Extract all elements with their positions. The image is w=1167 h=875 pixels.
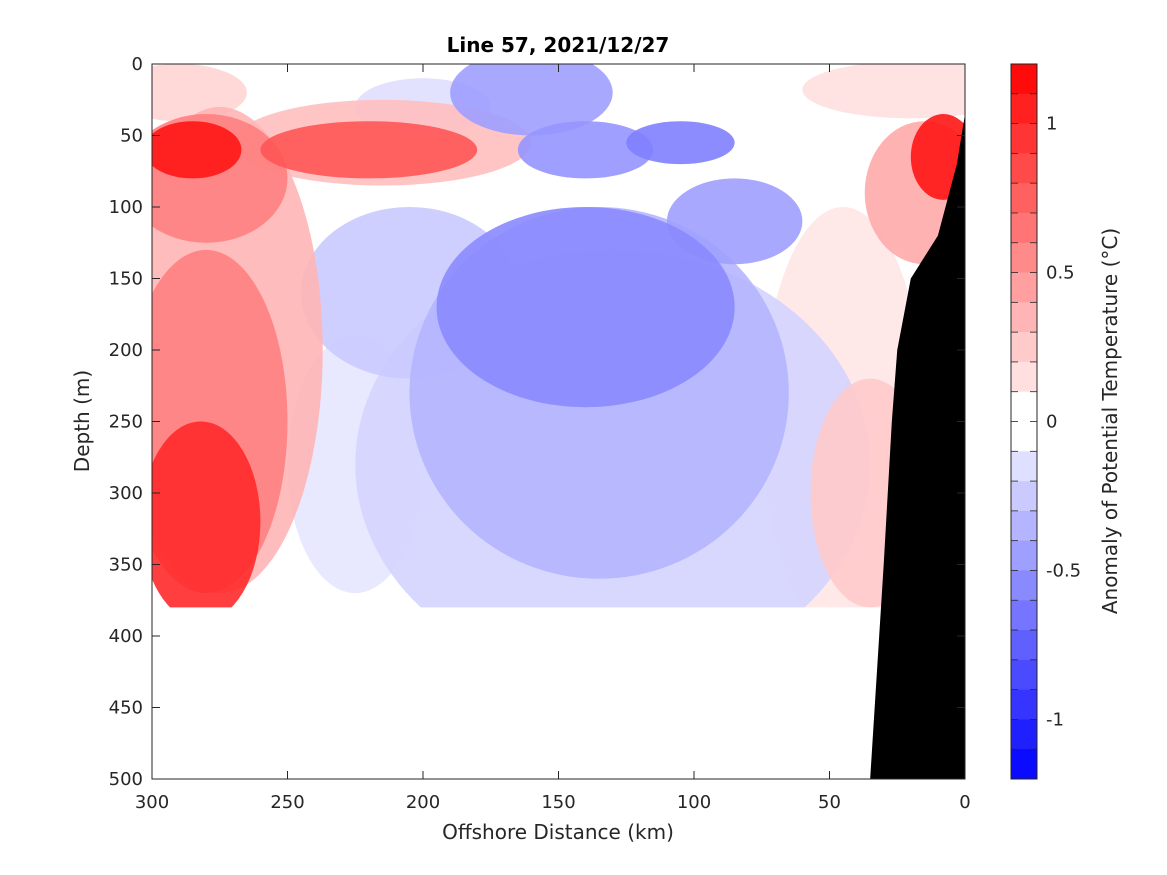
anomaly-blob-3 (802, 64, 965, 119)
colorbar-band-5 (1011, 212, 1037, 244)
colorbar-band-20 (1011, 659, 1037, 691)
colorbar-band-23 (1011, 749, 1037, 780)
colorbar-label: Anomaly of Potential Temperature (°C) (1098, 228, 1122, 614)
colorbar-band-13 (1011, 451, 1037, 482)
anomaly-blob-19 (626, 121, 735, 165)
no-data-region (152, 607, 965, 779)
y-axis: 0 50 100 150 200 250 300 350 400 450 500 (109, 54, 965, 790)
colorbar-band-2 (1011, 123, 1037, 154)
colorbar-band-8 (1011, 302, 1037, 333)
x-tick-label-4: 100 (677, 792, 711, 813)
colorbar-tick-label-1: 0.5 (1046, 263, 1075, 284)
y-tick-label-7: 350 (109, 555, 143, 576)
x-axis: 300 250 200 150 100 50 0 (135, 64, 971, 813)
colorbar-band-9 (1011, 332, 1037, 363)
colorbar-band-17 (1011, 570, 1037, 601)
y-tick-label-8: 400 (109, 626, 143, 647)
x-tick-label-3: 150 (541, 792, 575, 813)
anomaly-blob-23 (910, 114, 965, 200)
y-tick-label-2: 100 (109, 197, 143, 218)
y-tick-label-6: 300 (109, 483, 143, 504)
y-tick-label-9: 450 (109, 698, 143, 719)
colorbar-tick-label-0: 1 (1046, 114, 1057, 135)
chart-title: Line 57, 2021/12/27 (447, 33, 670, 57)
colorbar-frame (1010, 63, 1038, 780)
colorbar-tick-label-3: -0.5 (1046, 560, 1081, 581)
colorbar-band-16 (1011, 540, 1037, 571)
colorbar-band-18 (1011, 600, 1037, 631)
colorbar-band-12 (1011, 421, 1037, 452)
anomaly-blob-13 (450, 64, 613, 136)
colorbar-band-15 (1011, 510, 1037, 542)
x-tick-label-1: 250 (270, 792, 304, 813)
colorbar-band-6 (1011, 242, 1037, 274)
anomaly-blob-21 (152, 421, 261, 622)
anomaly-blob-22 (152, 121, 242, 179)
y-tick-label-4: 200 (109, 340, 143, 361)
colorbar-band-7 (1011, 272, 1037, 303)
colorbar-band-1 (1011, 93, 1037, 125)
y-tick-label-1: 50 (120, 126, 143, 147)
x-tick-label-6: 0 (959, 792, 970, 813)
x-tick-label-0: 300 (135, 792, 169, 813)
anomaly-blob-20 (260, 121, 478, 179)
x-tick-label-5: 50 (818, 792, 841, 813)
colorbar-band-22 (1011, 719, 1037, 750)
colorbar-band-21 (1011, 689, 1037, 720)
anomaly-blob-14 (666, 178, 803, 265)
colorbar-band-11 (1011, 391, 1037, 422)
y-tick-label-10: 500 (109, 769, 143, 790)
y-tick-label-5: 250 (109, 412, 143, 433)
anomaly-blob-15 (517, 121, 654, 179)
bathymetry-shape (870, 114, 965, 779)
colorbar-tick-label-4: -1 (1046, 709, 1064, 730)
colorbar: 1 0.5 0 -0.5 -1 (1010, 63, 1081, 780)
colorbar-band-10 (1011, 361, 1037, 393)
x-tick-label-2: 200 (406, 792, 440, 813)
plot-area (152, 64, 965, 779)
y-tick-label-0: 0 (132, 54, 143, 75)
x-axis-label: Offshore Distance (km) (442, 820, 674, 844)
colorbar-band-0 (1011, 64, 1037, 95)
colorbar-band-14 (1011, 481, 1037, 512)
anomaly-blob-5 (152, 64, 247, 122)
anomaly-blob-16 (436, 207, 735, 408)
anomaly-field (152, 64, 965, 679)
y-axis-label: Depth (m) (70, 370, 94, 472)
colorbar-band-19 (1011, 630, 1037, 661)
colorbar-band-3 (1011, 153, 1037, 184)
y-tick-label-3: 150 (109, 269, 143, 290)
colorbar-band-4 (1011, 183, 1037, 214)
colorbar-tick-label-2: 0 (1046, 412, 1057, 433)
